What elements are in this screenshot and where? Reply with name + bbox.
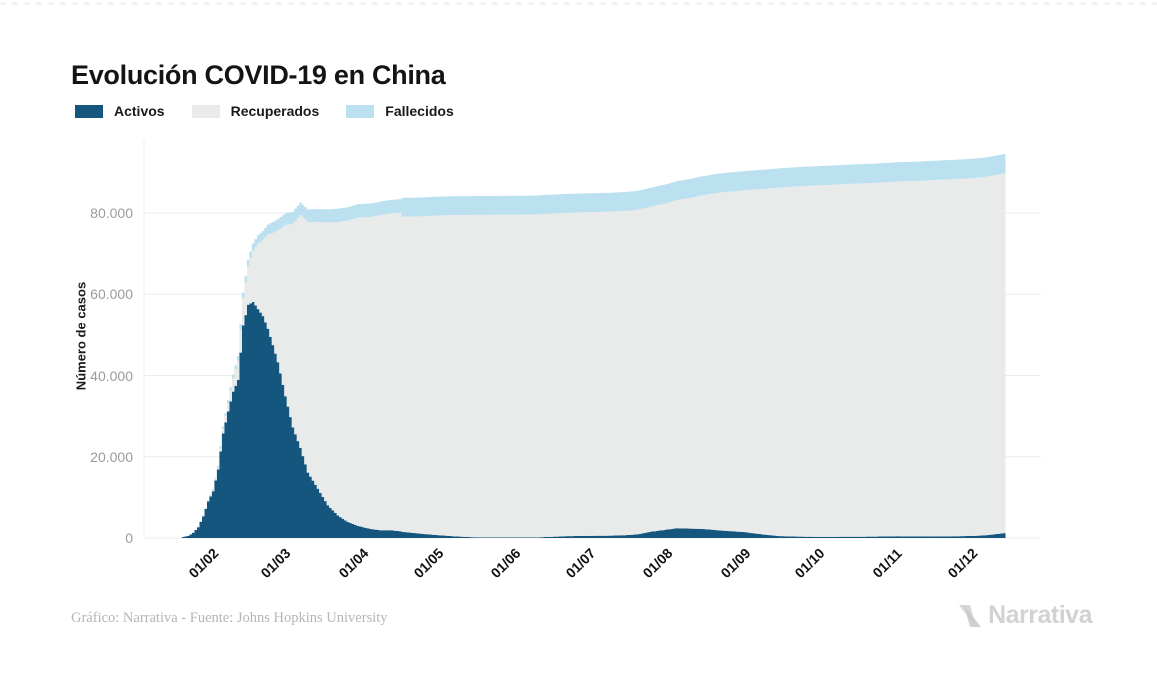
legend-swatch-fallecidos bbox=[346, 104, 375, 118]
legend-item-activos: Activos bbox=[75, 103, 165, 119]
area-activos bbox=[182, 301, 1006, 538]
chart-title: Evolución COVID-19 en China bbox=[71, 60, 446, 91]
legend-label-activos: Activos bbox=[114, 103, 165, 119]
legend-label-fallecidos: Fallecidos bbox=[385, 103, 454, 119]
narrativa-logo-icon bbox=[959, 605, 982, 627]
area-recuperados bbox=[182, 173, 1006, 538]
legend-swatch-recuperados bbox=[191, 104, 220, 118]
y-tick-label: 0 bbox=[125, 530, 133, 546]
y-tick-label: 60.000 bbox=[90, 286, 133, 303]
top-edge-artifact bbox=[0, 2, 1157, 5]
legend-item-fallecidos: Fallecidos bbox=[346, 103, 454, 119]
legend-item-recuperados: Recuperados bbox=[191, 103, 320, 119]
y-axis-title: Número de casos bbox=[73, 281, 89, 391]
y-tick-label: 20.000 bbox=[90, 448, 133, 465]
narrativa-logo: Narrativa bbox=[958, 601, 1092, 630]
legend: Activos Recuperados Fallecidos bbox=[75, 103, 454, 119]
y-tick-label: 40.000 bbox=[90, 367, 133, 384]
narrativa-logo-text: Narrativa bbox=[988, 601, 1092, 629]
legend-label-recuperados: Recuperados bbox=[230, 103, 320, 119]
legend-swatch-activos bbox=[75, 104, 103, 118]
source-note: Gráfico: Narrativa - Fuente: Johns Hopki… bbox=[71, 610, 388, 626]
y-tick-label: 80.000 bbox=[90, 205, 133, 221]
